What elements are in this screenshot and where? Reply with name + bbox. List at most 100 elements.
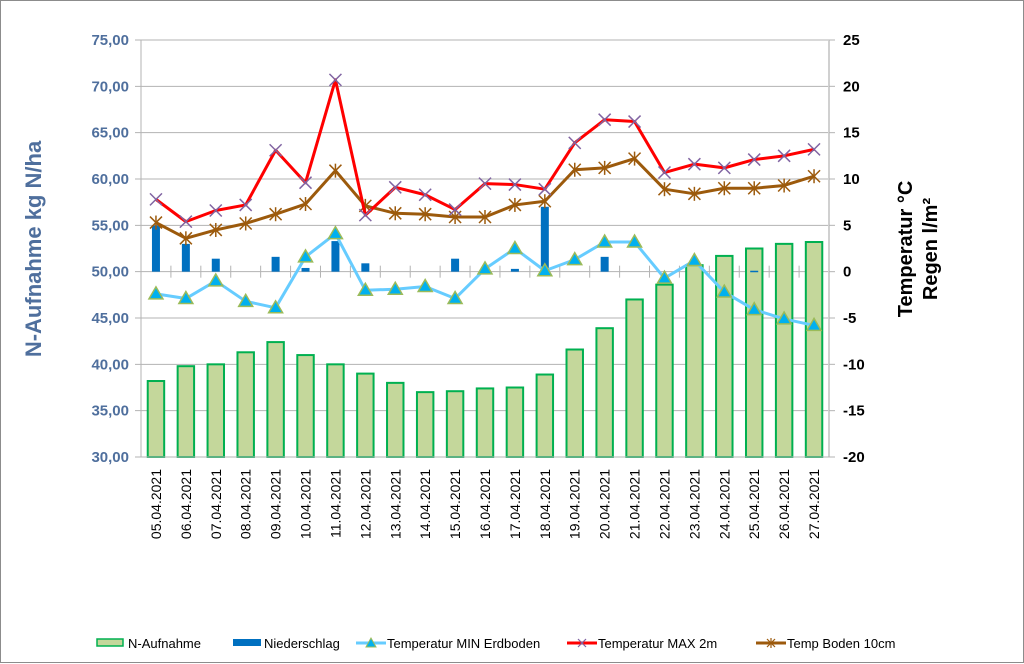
niederschlag-bar	[750, 270, 759, 273]
x-tick-label: 19.04.2021	[567, 469, 583, 539]
triangle-marker	[686, 252, 703, 267]
triangle-marker	[745, 301, 763, 316]
right-y-tick-label: 20	[843, 78, 860, 95]
star-marker	[298, 197, 313, 212]
legend-item: Niederschlag	[233, 636, 340, 651]
triangle-marker	[536, 262, 554, 277]
n-aufnahme-bar	[505, 386, 525, 458]
x-marker	[657, 165, 672, 180]
niederschlag-bar	[301, 267, 310, 272]
star-marker	[538, 194, 552, 209]
x-tick-label: 26.04.2021	[776, 469, 792, 539]
n-aufnahme-bars	[146, 241, 824, 459]
left-y-tick-labels: 30,00 35,00 40,00 45,00 50,00 55,00 60,00 65,00…	[91, 32, 129, 466]
right-y-tick-label: 15	[843, 125, 860, 142]
right-y-tick-label: -5	[843, 310, 856, 327]
n-aufnahme-bar	[386, 381, 405, 458]
x-marker	[388, 180, 402, 194]
star-marker	[568, 162, 582, 177]
triangle-marker	[476, 260, 494, 275]
x-tick-label: 21.04.2021	[627, 469, 643, 539]
x-marker	[807, 142, 821, 156]
x-marker	[508, 178, 522, 192]
left-y-tick-label: 60,00	[91, 171, 129, 188]
triangle-marker	[267, 299, 284, 314]
legend-label: N-Aufnahme	[128, 636, 201, 651]
star-marker	[418, 207, 432, 222]
x-tick-label: 16.04.2021	[477, 469, 493, 539]
x-marker	[568, 136, 582, 150]
right-y-tick-label: -15	[843, 403, 865, 420]
left-y-tick-label: 30,00	[91, 449, 129, 466]
x-tick-label: 25.04.2021	[746, 469, 762, 539]
x-marker	[598, 113, 612, 127]
triangle-marker	[506, 240, 524, 255]
n-aufnahme-bar	[625, 298, 644, 459]
x-marker	[478, 177, 492, 191]
x-marker	[358, 208, 372, 222]
right-y-axis-title-line1: Temperatur °C	[895, 181, 917, 318]
triangle-marker	[177, 290, 195, 305]
right-y-tick-label: 25	[843, 32, 860, 49]
niederschlag-bar	[181, 243, 190, 272]
legend-swatch	[233, 639, 261, 646]
star-marker	[388, 206, 402, 221]
n-aufnahme-bar	[206, 363, 226, 459]
star-marker	[777, 178, 791, 193]
star-marker	[478, 209, 492, 224]
x-tick-labels: 05.04.2021 06.04.2021 07.04.2021 08.04.2021…	[148, 469, 822, 539]
star-marker	[747, 181, 761, 196]
legend-item: Temp Boden 10cm	[756, 636, 895, 651]
x-tick-label: 09.04.2021	[268, 469, 284, 539]
n-aufnahme-bar	[565, 348, 584, 458]
x-tick-label: 22.04.2021	[656, 469, 672, 539]
x-marker	[538, 182, 552, 196]
right-y-axis-title-line2: Regen l/m²	[920, 198, 942, 301]
x-tick-label: 12.04.2021	[357, 469, 373, 539]
niederschlag-bar	[331, 241, 340, 272]
n-aufnahme-bar	[415, 391, 435, 458]
triangle-marker	[147, 285, 165, 300]
left-y-axis-title: N-Aufnahme kg N/ha	[21, 140, 46, 357]
triangle-marker	[596, 233, 613, 248]
n-aufnahme-bar	[595, 327, 614, 458]
n-aufnahme-bar	[744, 247, 764, 458]
right-y-tick-label: 10	[843, 171, 860, 188]
x-marker	[628, 115, 642, 129]
triangle-marker	[626, 233, 643, 248]
triangle-marker	[715, 283, 733, 298]
n-aufnahme-bar	[685, 264, 704, 458]
niederschlag-bar	[510, 268, 519, 272]
x-marker	[269, 143, 283, 157]
x-tick-label: 17.04.2021	[507, 469, 523, 539]
niederschlag-bar	[451, 258, 460, 272]
star-marker	[209, 222, 223, 237]
left-y-tick-label: 75,00	[91, 32, 129, 49]
star-marker	[269, 207, 283, 222]
n-aufnahme-bar	[655, 283, 674, 459]
x-marker	[747, 153, 761, 167]
star-marker	[628, 151, 642, 166]
niederschlag-bar	[361, 263, 370, 272]
left-y-tick-label: 55,00	[91, 217, 129, 234]
temp-boden-10cm-line	[155, 157, 815, 240]
x-tick-label: 10.04.2021	[298, 469, 314, 539]
x-marker	[687, 157, 701, 171]
right-y-tick-label: -10	[843, 356, 865, 373]
triangle-marker	[357, 281, 374, 296]
star-marker	[239, 216, 253, 231]
star-marker	[657, 182, 672, 197]
left-y-tick-label: 40,00	[91, 356, 129, 373]
n-aufnahme-bar	[236, 351, 255, 458]
right-y-tick-label: -20	[843, 449, 865, 466]
x-tick-label: 06.04.2021	[178, 469, 194, 539]
x-tick-label: 05.04.2021	[148, 469, 164, 539]
star-marker	[687, 186, 701, 201]
x-tick-label: 11.04.2021	[327, 469, 343, 538]
star-marker	[508, 197, 522, 212]
x-tick-label: 08.04.2021	[238, 469, 254, 539]
x-tick-label: 18.04.2021	[537, 469, 553, 539]
n-aufnahme-bar	[326, 363, 345, 459]
legend-label: Temperatur MAX 2m	[598, 636, 717, 651]
legend-item: Temperatur MIN Erdboden	[356, 636, 540, 651]
